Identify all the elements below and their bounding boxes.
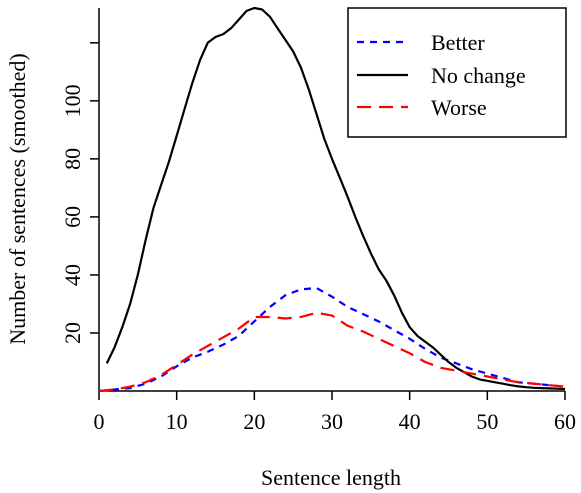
x-tick-label: 0 xyxy=(94,409,105,434)
x-tick-label: 50 xyxy=(476,409,498,434)
series-line-worse xyxy=(98,311,566,393)
x-tick-label: 40 xyxy=(399,409,421,434)
x-tick-label: 10 xyxy=(166,409,188,434)
legend-box xyxy=(347,7,567,138)
legend-label-no-change: No change xyxy=(431,63,526,88)
x-tick-label: 60 xyxy=(554,409,576,434)
x-axis-title: Sentence length xyxy=(261,465,401,490)
y-tick-label: 60 xyxy=(60,206,85,228)
x-tick-label: 20 xyxy=(243,409,265,434)
series-line-no-change xyxy=(105,6,566,391)
y-tick-label: 20 xyxy=(60,322,85,344)
y-tick-label: 80 xyxy=(60,148,85,170)
legend-label-better: Better xyxy=(431,30,485,55)
legend-label-worse: Worse xyxy=(431,95,487,120)
plot-area: 0 10 20 30 40 50 60 20 40 60 80 100 xyxy=(60,6,576,434)
y-axis-title: Number of sentences (smoothed) xyxy=(5,53,30,344)
x-tick-label: 30 xyxy=(321,409,343,434)
y-tick-label: 40 xyxy=(60,264,85,286)
y-tick-label: 100 xyxy=(60,84,85,117)
series-line-better xyxy=(98,286,566,393)
legend: Better No change Worse xyxy=(347,7,567,138)
legend-items: Better No change Worse xyxy=(357,30,526,120)
series-layer xyxy=(98,6,566,393)
y-axis-ticks: 20 40 60 80 100 xyxy=(60,42,99,344)
x-axis-ticks: 0 10 20 30 40 50 60 xyxy=(94,391,576,434)
